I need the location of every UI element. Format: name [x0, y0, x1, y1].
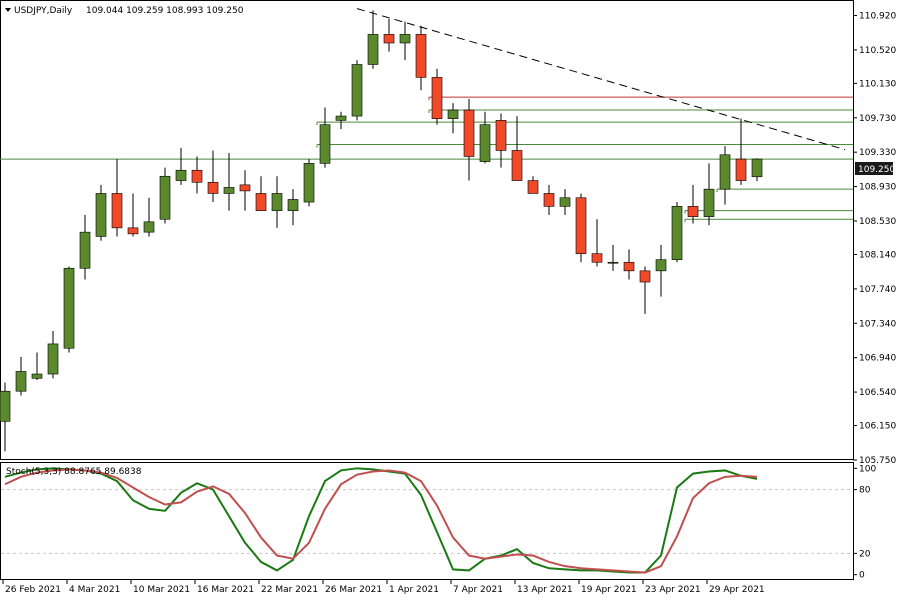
trendline-layer [356, 8, 846, 151]
candle-body-21 [335, 115, 347, 121]
time-tick-label-7: 7 Apr 2021 [453, 585, 503, 595]
candle-body-6 [95, 193, 107, 237]
time-tick-label-6: 1 Apr 2021 [389, 585, 439, 595]
candle-body-32 [511, 150, 523, 181]
candle-body-33 [527, 180, 539, 194]
price-tick-label-10: 106.940 [859, 354, 896, 364]
candle-body-0 [0, 390, 11, 422]
candle-body-24 [383, 34, 395, 44]
candles [0, 10, 763, 452]
candle-body-19 [303, 163, 315, 203]
price-tick-label-1: 110.520 [859, 46, 896, 56]
collapse-triangle-icon[interactable] [5, 8, 11, 12]
price-tick-label-7: 108.140 [859, 251, 896, 261]
candle-body-13 [207, 181, 219, 194]
candle-body-10 [159, 175, 171, 220]
price-tick-label-12: 106.150 [859, 422, 896, 432]
candle-body-11 [175, 169, 187, 181]
candle-body-7 [111, 193, 123, 229]
price-tick-label-3: 109.730 [859, 114, 896, 124]
stoch-lines [4, 467, 758, 574]
price-tick-label-0: 110.920 [859, 11, 896, 21]
price-tick-label-9: 107.340 [859, 319, 896, 329]
candle-body-3 [47, 343, 59, 375]
candle-body-39 [623, 261, 635, 272]
candle-body-22 [351, 64, 363, 117]
candle-body-38 [607, 261, 619, 264]
candle-body-20 [319, 124, 331, 164]
current-price-badge-text: 109.250 [858, 165, 895, 175]
stoch-tick-label-0: 100 [859, 464, 876, 474]
candle-body-2 [31, 373, 43, 379]
price-tick-label-4: 109.330 [859, 148, 896, 158]
candle-body-44 [703, 188, 715, 217]
stoch-pane-frame [0, 462, 854, 580]
candle-body-23 [367, 34, 379, 65]
candle-body-4 [63, 267, 75, 349]
stoch-line-signal [4, 468, 758, 574]
candle-body-31 [495, 120, 507, 151]
candle-body-29 [463, 109, 475, 157]
time-tick-label-4: 22 Mar 2021 [261, 585, 318, 595]
candle-body-15 [239, 184, 251, 192]
price-tick-label-11: 106.540 [859, 388, 896, 398]
candle-body-30 [479, 124, 491, 162]
price-tick-label-2: 110.130 [859, 79, 896, 89]
candle-body-40 [639, 270, 651, 283]
candle-body-1 [15, 371, 27, 392]
candle-body-9 [143, 221, 155, 233]
price-pane-frame [0, 0, 854, 460]
candle-body-5 [79, 231, 91, 269]
candle-body-12 [191, 169, 203, 183]
stoch-label: Stoch(5,3,3) 88.8765 89.6838 [6, 467, 142, 477]
ohlc-readout: 109.044 109.259 108.993 109.250 [86, 6, 244, 16]
candle-body-47 [751, 158, 763, 178]
candle-body-42 [671, 206, 683, 260]
candle-body-16 [255, 193, 267, 211]
time-tick-label-10: 23 Apr 2021 [645, 585, 701, 595]
candle-body-25 [399, 34, 411, 44]
trendline [356, 8, 846, 151]
candle-body-27 [431, 77, 443, 119]
time-tick-label-3: 16 Mar 2021 [197, 585, 254, 595]
candle-body-41 [655, 259, 667, 272]
time-tick-label-2: 10 Mar 2021 [133, 585, 190, 595]
time-tick-label-0: 26 Feb 2021 [5, 585, 61, 595]
price-tick-label-8: 107.740 [859, 285, 896, 295]
time-tick-label-8: 13 Apr 2021 [517, 585, 573, 595]
current-price-badge [855, 162, 893, 175]
symbol-label: USDJPY,Daily [14, 6, 73, 16]
candle-body-45 [719, 154, 731, 190]
candle-body-43 [687, 206, 699, 217]
stoch-tick-label-3: 0 [859, 571, 865, 581]
time-tick-label-1: 4 Mar 2021 [69, 585, 120, 595]
candle-body-8 [127, 227, 139, 235]
price-tick-label-13: 105.750 [859, 456, 896, 466]
candle-body-36 [575, 197, 587, 254]
stoch-tick-label-1: 80 [859, 486, 871, 496]
stoch-axis: 100 80 20 0 [853, 464, 876, 581]
candle-body-26 [415, 34, 427, 78]
candle-body-17 [271, 193, 283, 211]
candle-body-14 [223, 187, 235, 194]
time-tick-label-5: 26 Mar 2021 [325, 585, 382, 595]
stoch-tick-label-2: 20 [859, 549, 871, 559]
price-tick-label-5: 108.930 [859, 183, 896, 193]
candle-body-34 [543, 193, 555, 207]
price-tick-label-6: 108.530 [859, 217, 896, 227]
candle-body-37 [591, 253, 603, 263]
candle-body-28 [447, 109, 459, 119]
candle-body-35 [559, 197, 571, 207]
time-tick-label-9: 19 Apr 2021 [581, 585, 637, 595]
candle-body-46 [735, 158, 747, 181]
candle-body-18 [287, 199, 299, 211]
time-axis: 26 Feb 2021 4 Mar 2021 10 Mar 2021 16 Mar 2… [2, 580, 765, 595]
price-axis: 110.920 110.520 110.130 109.730 109.330 108.9… [853, 11, 896, 466]
time-tick-label-11: 29 Apr 2021 [709, 585, 765, 595]
